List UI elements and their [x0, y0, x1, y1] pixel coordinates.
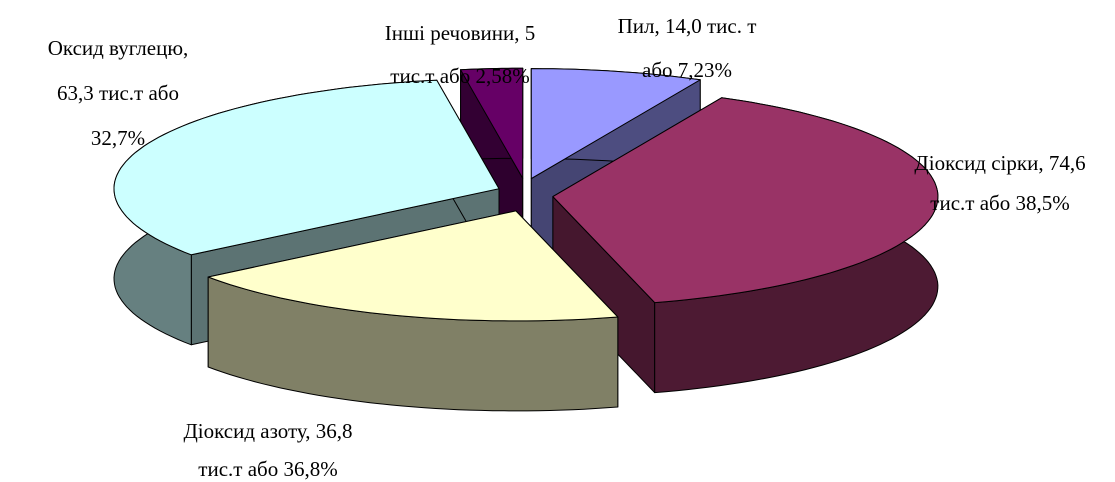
slice-top	[113, 79, 500, 256]
data-label: тис.т або 38,5%	[930, 191, 1069, 215]
data-label: тис.т або 36,8%	[198, 457, 337, 481]
data-label: Діоксид азоту, 36,8	[183, 419, 352, 443]
slice-top	[460, 67, 524, 179]
slice-top	[530, 68, 701, 180]
data-label: або 7,23%	[642, 58, 732, 82]
slice-top	[207, 210, 619, 322]
data-label: Оксид вуглецю,	[48, 36, 189, 60]
data-label: 63,3 тис.т або	[57, 81, 179, 105]
data-label: тис.т або 2,58%	[390, 64, 529, 88]
slice-top	[552, 97, 939, 304]
data-label: 32,7%	[91, 126, 145, 150]
data-label: Інші речовини, 5	[385, 21, 535, 45]
data-label: Пил, 14,0 тис. т	[618, 14, 757, 38]
data-label: Діоксид сірки, 74,6	[914, 151, 1085, 175]
